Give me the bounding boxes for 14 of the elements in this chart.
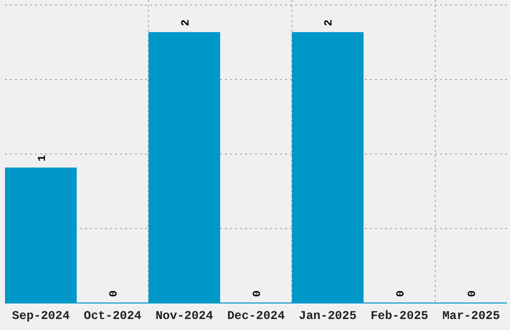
data-label: 1	[36, 154, 49, 162]
data-label: 2	[324, 19, 336, 26]
data-label: 0	[252, 290, 264, 297]
x-tick-label: Feb-2025	[370, 309, 428, 323]
data-label: 2	[180, 19, 192, 26]
x-tick-label: Mar-2025	[442, 309, 500, 323]
x-tick-label: Jan-2025	[298, 309, 357, 323]
x-tick-label: Nov-2024	[155, 309, 214, 323]
x-tick-label: Dec-2024	[227, 309, 285, 323]
data-label: 0	[395, 290, 408, 297]
x-tick-label: Oct-2024	[84, 309, 142, 323]
x-tick-label: Sep-2024	[12, 309, 70, 323]
data-label: 0	[108, 290, 121, 297]
data-label: 0	[467, 290, 480, 297]
